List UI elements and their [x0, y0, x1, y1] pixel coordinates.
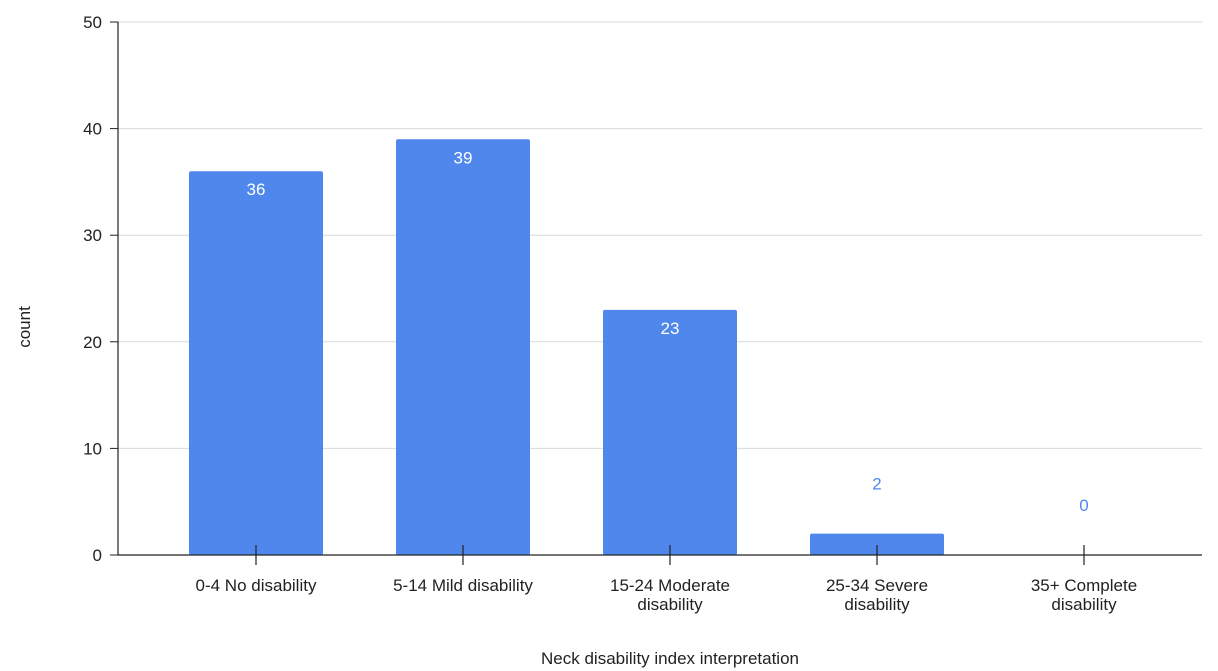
bar — [603, 309, 737, 555]
bar — [810, 533, 944, 555]
x-tick-label: 0-4 No disability — [196, 576, 317, 595]
y-tick-label: 50 — [83, 13, 102, 32]
data-label: 23 — [661, 319, 680, 338]
y-tick-label: 20 — [83, 333, 102, 352]
x-tick-label: 15-24 Moderate disability — [610, 576, 730, 614]
data-label: 36 — [247, 180, 266, 199]
data-labels: 36 39 23 2 0 — [247, 148, 1089, 515]
x-tick-label: 35+ Complete disability — [1031, 576, 1137, 614]
data-label: 39 — [454, 148, 473, 167]
y-axis-title: count — [15, 306, 34, 348]
y-tick-label: 0 — [93, 546, 102, 565]
x-tick-labels: 0-4 No disability 5-14 Mild disability 15-… — [196, 576, 1138, 614]
axes — [110, 21, 1202, 565]
y-tick-label: 40 — [83, 120, 102, 139]
bar — [396, 139, 530, 555]
x-tick-label: 25-34 Severe disability — [826, 576, 928, 614]
bars — [189, 139, 944, 556]
data-label: 2 — [872, 475, 881, 494]
bar — [189, 171, 323, 556]
x-axis-title: Neck disability index interpretation — [541, 649, 799, 668]
data-label: 0 — [1079, 496, 1088, 515]
x-tick-label: 5-14 Mild disability — [393, 576, 533, 595]
y-tick-label: 10 — [83, 439, 102, 458]
y-tick-labels: 0 10 20 30 40 50 — [83, 13, 102, 565]
y-tick-label: 30 — [83, 226, 102, 245]
